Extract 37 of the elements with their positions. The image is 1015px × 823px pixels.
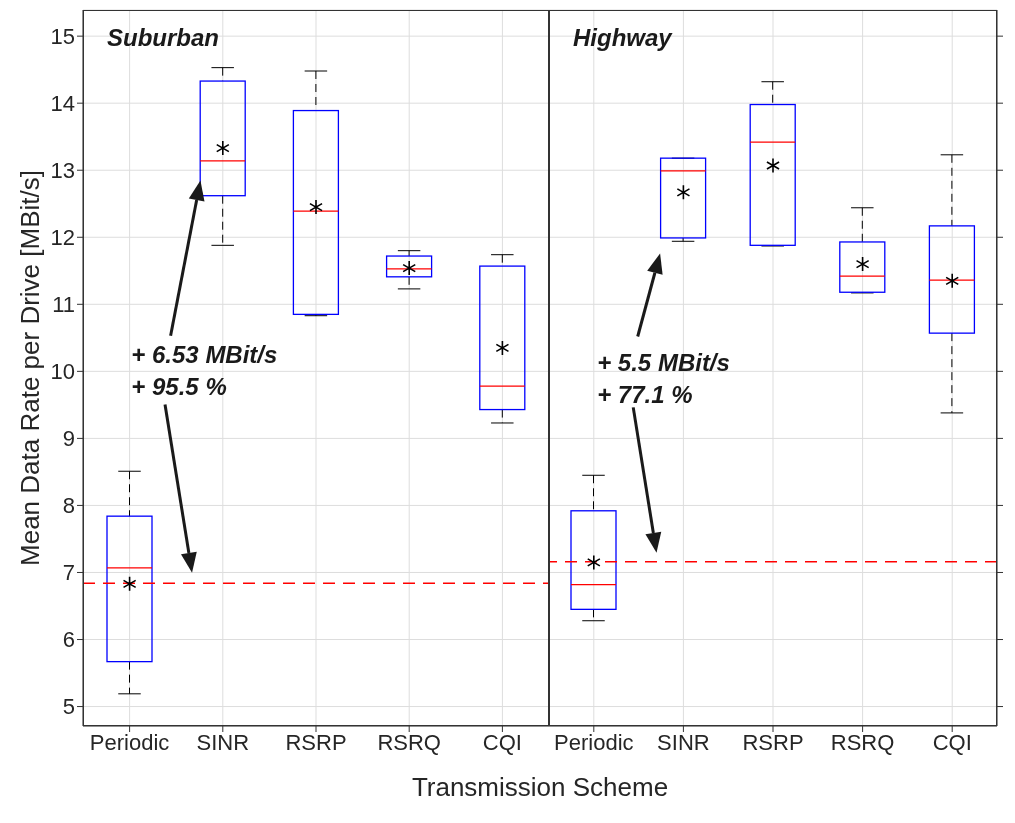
y-tick-label: 15: [50, 23, 75, 49]
point: [215, 140, 230, 156]
x-tick-label: Periodic: [554, 729, 634, 755]
y-tick-label: 8: [62, 493, 75, 519]
y-tick-label: 6: [62, 627, 75, 653]
annotation: + 6.53 MBit/s: [131, 340, 278, 371]
y-tick-label: 5: [62, 694, 75, 720]
annotation: + 95.5 %: [131, 372, 228, 403]
x-tick-label: RSRQ: [377, 729, 441, 755]
y-tick-label: 12: [50, 225, 75, 251]
point: [676, 184, 691, 201]
x-tick-label: RSRP: [285, 729, 347, 755]
annotation: + 5.5 MBit/s: [597, 347, 730, 378]
point: [122, 576, 137, 592]
x-tick-label: SINR: [657, 729, 710, 755]
x-tick-label: CQI: [482, 729, 522, 755]
x-tick-label: SINR: [196, 729, 250, 755]
point: [309, 199, 323, 215]
text: Highway: [573, 24, 672, 52]
x-tick-label: Periodic: [89, 729, 170, 755]
point: [945, 273, 960, 289]
point: [495, 340, 510, 356]
y-tick-label: 13: [50, 158, 75, 184]
y-axis-title: Mean Data Rate per Drive [MBit/s]: [15, 170, 45, 566]
point: [766, 157, 780, 174]
x-tick-label: CQI: [932, 729, 972, 755]
y-tick-label: 7: [62, 560, 75, 586]
annotation: + 77.1 %: [597, 379, 694, 410]
x-axis-title: Transmission Scheme: [410, 772, 670, 803]
y-tick-label: 14: [50, 91, 75, 116]
y-tick-label: 9: [62, 426, 75, 452]
x-tick-label: RSRQ: [830, 729, 895, 755]
x-tick-label: RSRP: [742, 729, 804, 755]
y-tick-label: 10: [50, 359, 75, 385]
y-tick-label: 11: [52, 292, 75, 318]
text: Suburban: [107, 24, 219, 52]
point: [586, 554, 601, 571]
